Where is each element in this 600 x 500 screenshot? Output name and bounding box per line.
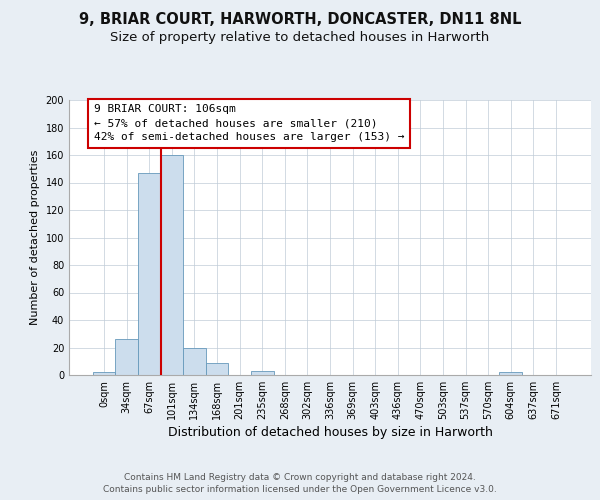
Bar (138, 173, 161, 375)
Bar (206, 362, 229, 375)
Text: Size of property relative to detached houses in Harworth: Size of property relative to detached ho… (110, 31, 490, 44)
Y-axis label: Number of detached properties: Number of detached properties (30, 150, 40, 325)
X-axis label: Distribution of detached houses by size in Harworth: Distribution of detached houses by size … (167, 426, 493, 439)
Bar (251, 371, 274, 375)
Text: 9, BRIAR COURT, HARWORTH, DONCASTER, DN11 8NL: 9, BRIAR COURT, HARWORTH, DONCASTER, DN1… (79, 12, 521, 28)
Bar (183, 348, 206, 375)
Bar (161, 155, 183, 375)
Bar (93, 372, 115, 375)
Bar (499, 372, 522, 375)
Text: 9 BRIAR COURT: 106sqm
← 57% of detached houses are smaller (210)
42% of semi-det: 9 BRIAR COURT: 106sqm ← 57% of detached … (94, 104, 404, 142)
Bar (115, 339, 138, 375)
Text: Contains public sector information licensed under the Open Government Licence v3: Contains public sector information licen… (103, 485, 497, 494)
Text: Contains HM Land Registry data © Crown copyright and database right 2024.: Contains HM Land Registry data © Crown c… (124, 472, 476, 482)
